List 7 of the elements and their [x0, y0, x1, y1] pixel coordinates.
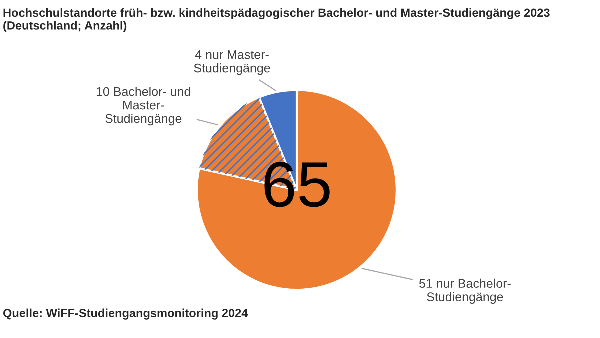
chart-title: Hochschulstandorte früh- bzw. kindheitspädagogischer Bachelor- und Master-Studiengänge 2023 (Deutschland; Anzahl) [4, 8, 550, 32]
slice-label: 10 Bachelor- und Master- Studiengänge [96, 87, 190, 126]
slice-label: 4 nur Master- Studiengänge [194, 50, 270, 76]
source-note: Quelle: WiFF-Studiengangsmonitoring 2024 [3, 308, 248, 320]
slice-label: 51 nur Bachelor- Studiengänge [420, 278, 511, 304]
text: 65 [264, 162, 330, 208]
pie-slice [196, 89, 398, 292]
